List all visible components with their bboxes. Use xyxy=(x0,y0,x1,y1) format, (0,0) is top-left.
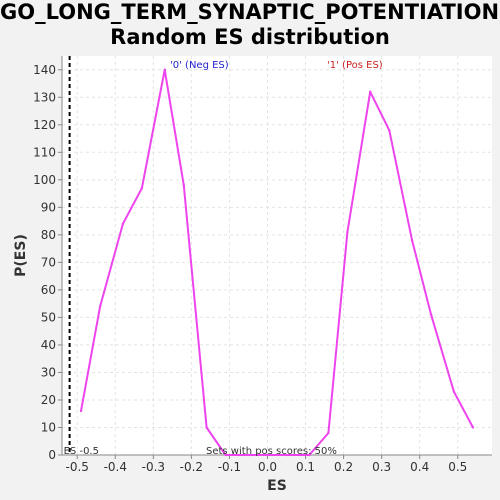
y-tick-label: 10 xyxy=(41,420,56,434)
data-point xyxy=(388,129,391,132)
x-tick-label: 0.0 xyxy=(258,460,277,474)
x-tick-label: 0.4 xyxy=(410,460,429,474)
y-tick-label: 140 xyxy=(33,63,56,77)
pos-es-label: '1' (Pos ES) xyxy=(327,60,383,71)
annotations: '0' (Neg ES) '1' (Pos ES) ES -0.5 Sets w… xyxy=(64,56,383,457)
y-tick-label: 50 xyxy=(41,310,56,324)
data-point xyxy=(327,431,330,435)
data-point xyxy=(247,453,250,457)
x-tick-label: -0.1 xyxy=(218,460,241,474)
pos-scores-label: Sets with pos scores: 50% xyxy=(206,446,337,457)
y-tick-label: 40 xyxy=(41,338,56,352)
data-point xyxy=(98,305,102,308)
data-point xyxy=(163,68,166,71)
data-point xyxy=(79,409,83,413)
ticks: 0 10 20 30 40 50 60 70 80 90 100 110 120 130 140 -0.5 -0… xyxy=(33,63,467,474)
x-tick-label: 0.3 xyxy=(372,460,391,474)
es-cutoff-label: ES -0.5 xyxy=(64,446,99,457)
data-point xyxy=(182,184,185,187)
data-point xyxy=(266,453,269,457)
data-point xyxy=(346,230,349,234)
chart-title-line2: Random ES distribution xyxy=(110,25,390,49)
chart-title: GO_LONG_TERM_SYNAPTIC_POTENTIATION: Rand… xyxy=(0,0,500,50)
x-tick-label: -0.2 xyxy=(180,460,203,474)
plot-area xyxy=(62,56,492,455)
es-distribution-line xyxy=(80,68,474,456)
x-tick-label: -0.4 xyxy=(104,460,127,474)
x-tick-label: -0.5 xyxy=(66,460,89,474)
grid xyxy=(62,56,492,456)
data-point xyxy=(140,186,144,190)
x-tick-label: 0.1 xyxy=(296,460,315,474)
data-point xyxy=(308,453,311,457)
series xyxy=(79,68,475,457)
y-tick-label: 130 xyxy=(33,90,56,104)
data-point xyxy=(224,453,227,457)
y-tick-label: 0 xyxy=(48,448,56,462)
y-tick-label: 30 xyxy=(41,365,56,379)
data-point xyxy=(121,222,125,226)
y-tick-label: 60 xyxy=(41,283,56,297)
y-tick-label: 70 xyxy=(41,255,56,269)
y-tick-label: 120 xyxy=(33,118,56,132)
x-tick-label: -0.3 xyxy=(142,460,165,474)
data-point xyxy=(369,90,372,93)
y-axis-title: P(ES) xyxy=(13,234,29,277)
neg-es-label: '0' (Neg ES) xyxy=(170,60,229,71)
y-tick-label: 90 xyxy=(41,200,56,214)
y-tick-label: 100 xyxy=(33,173,56,187)
y-tick-label: 110 xyxy=(33,145,56,159)
data-point xyxy=(452,390,456,393)
x-tick-label: 0.5 xyxy=(448,460,467,474)
data-point xyxy=(410,239,414,242)
data-point xyxy=(429,313,433,316)
y-tick-label: 20 xyxy=(41,393,56,407)
y-tick-label: 80 xyxy=(41,228,56,242)
data-point xyxy=(471,426,475,429)
data-point xyxy=(285,453,288,457)
chart-title-line1: GO_LONG_TERM_SYNAPTIC_POTENTIATION: xyxy=(0,0,500,24)
x-tick-label: 0.2 xyxy=(334,460,353,474)
data-point xyxy=(205,426,208,429)
x-axis-title: ES xyxy=(267,478,287,494)
